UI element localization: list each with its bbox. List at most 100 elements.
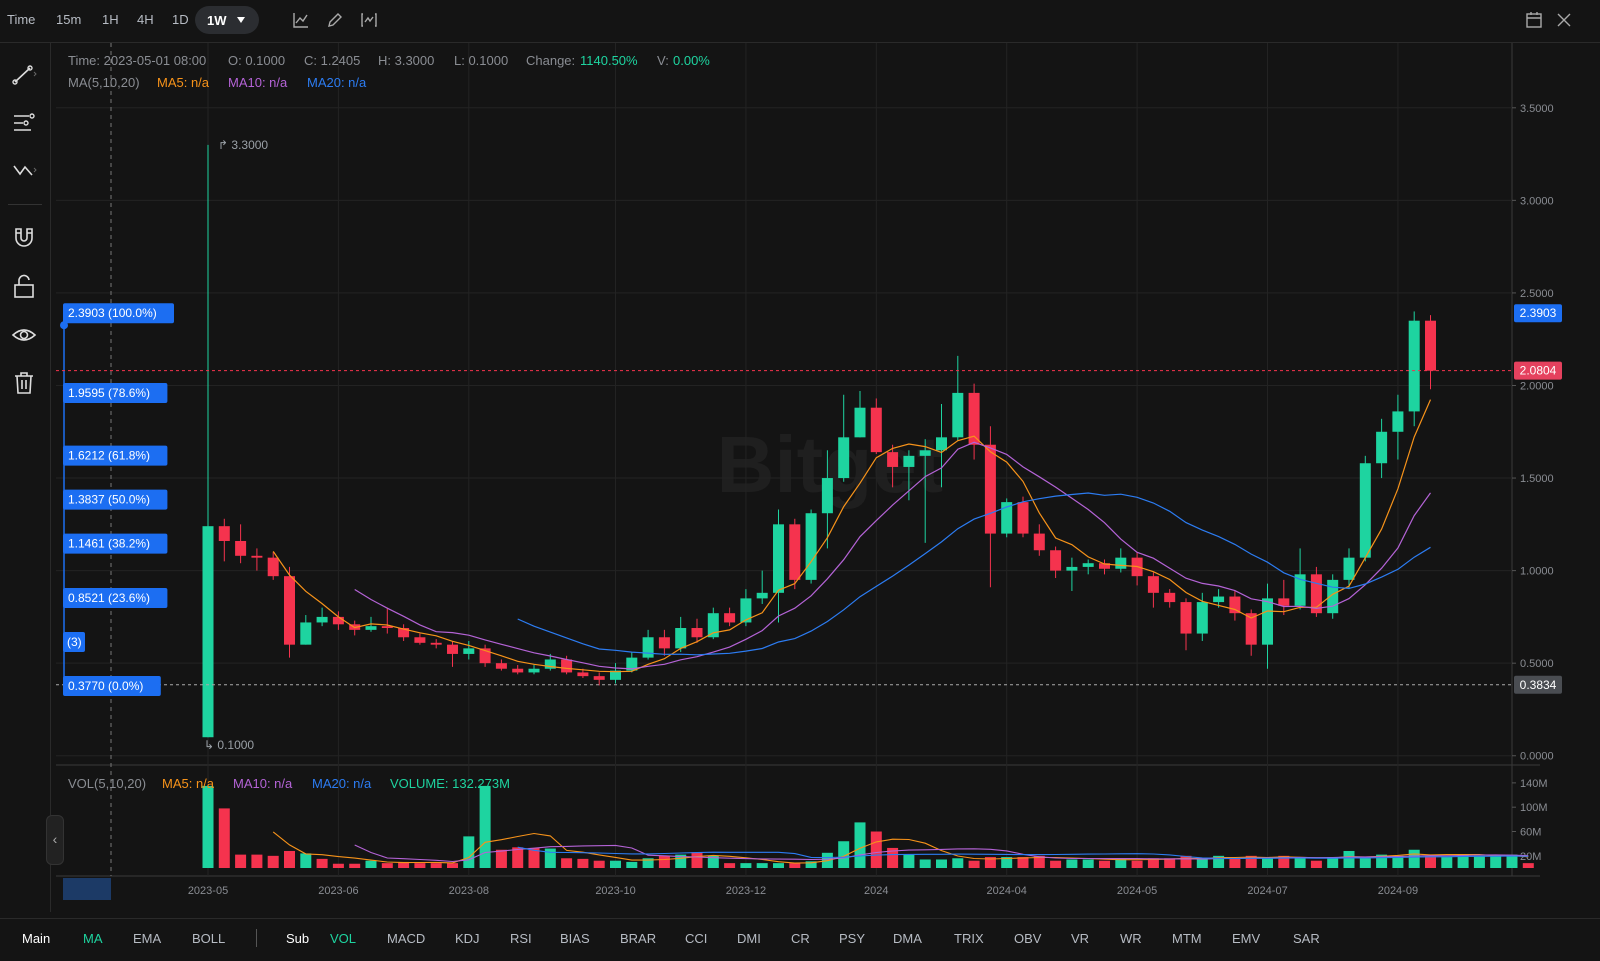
volume-bar bbox=[838, 841, 850, 868]
collapse-panel-button[interactable]: ‹ bbox=[46, 815, 64, 865]
fibonacci-icon[interactable] bbox=[11, 110, 37, 136]
candle-up bbox=[821, 478, 833, 514]
time-tick-label: 2023-05 bbox=[188, 885, 228, 897]
candle-up bbox=[756, 592, 768, 599]
indicator-brar[interactable]: BRAR bbox=[620, 931, 657, 946]
fib-level-label: 1.6212 (61.8%) bbox=[68, 449, 150, 463]
indicator-trix[interactable]: TRIX bbox=[954, 931, 984, 946]
indicator-mtm[interactable]: MTM bbox=[1172, 931, 1202, 946]
indicator-kdj[interactable]: KDJ bbox=[455, 931, 480, 946]
candle-down bbox=[235, 540, 247, 556]
indicator-vol[interactable]: VOL bbox=[330, 931, 357, 946]
candle-up bbox=[610, 670, 621, 680]
indicator-obv[interactable]: OBV bbox=[1014, 931, 1042, 946]
min-price-label: ↳ 0.1000 bbox=[204, 738, 254, 752]
indicator-boll[interactable]: BOLL bbox=[192, 931, 226, 946]
interval-dropdown[interactable]: 1W bbox=[195, 6, 259, 34]
volume-bar bbox=[1164, 858, 1176, 868]
vol-volume-legend: VOLUME: 132.273M bbox=[390, 776, 510, 791]
indicator-emv[interactable]: EMV bbox=[1232, 931, 1261, 946]
indicator-macd[interactable]: MACD bbox=[387, 931, 426, 946]
fib-level-bg bbox=[63, 587, 168, 608]
volume-bar bbox=[398, 861, 410, 868]
volume-bar bbox=[1457, 854, 1469, 868]
time-tick-label: 2024-04 bbox=[987, 885, 1027, 897]
indicator-bias[interactable]: BIAS bbox=[560, 931, 590, 946]
indicator-dma[interactable]: DMA bbox=[893, 931, 922, 946]
calendar-icon[interactable] bbox=[1525, 11, 1543, 29]
eye-icon[interactable] bbox=[11, 322, 37, 348]
pencil-icon[interactable] bbox=[326, 11, 344, 29]
volume-bar bbox=[414, 863, 426, 868]
candle-up bbox=[675, 628, 687, 649]
candle-up bbox=[365, 626, 377, 630]
time-label: Time bbox=[7, 12, 36, 27]
indicator-cr[interactable]: CR bbox=[791, 931, 810, 946]
indicator-cci[interactable]: CCI bbox=[685, 931, 708, 946]
volume-bar bbox=[984, 857, 996, 868]
indicator-rsi[interactable]: RSI bbox=[510, 931, 532, 946]
volume-bar bbox=[903, 854, 915, 868]
candle-down bbox=[1229, 596, 1241, 614]
volume-bar bbox=[854, 822, 866, 868]
candle-up bbox=[1115, 557, 1127, 569]
wave-pattern-icon[interactable] bbox=[11, 158, 37, 184]
price-tick-label: 3.5000 bbox=[1520, 103, 1554, 115]
volume-bar bbox=[1115, 858, 1127, 868]
candle-down bbox=[381, 626, 393, 629]
interval-15m[interactable]: 15m bbox=[56, 12, 82, 27]
candle-up bbox=[805, 513, 817, 580]
indicator-ema[interactable]: EMA bbox=[133, 931, 162, 946]
volume-bar bbox=[528, 847, 540, 868]
indicator-ma[interactable]: MA bbox=[83, 931, 103, 946]
volume-bar bbox=[267, 855, 279, 868]
interval-1h[interactable]: 1H bbox=[102, 12, 119, 27]
interval-1d[interactable]: 1D bbox=[172, 12, 189, 27]
interval-4h[interactable]: 4H bbox=[137, 12, 154, 27]
candle-down bbox=[1310, 574, 1322, 614]
indicator-vr[interactable]: VR bbox=[1071, 931, 1090, 946]
time-tick-label: 2023-08 bbox=[449, 885, 489, 897]
volume-bar bbox=[1278, 855, 1290, 868]
candle-up bbox=[202, 526, 214, 738]
volume-bar bbox=[1229, 858, 1241, 868]
candle-down bbox=[1147, 576, 1159, 593]
candle-up bbox=[1082, 563, 1094, 567]
volume-bar bbox=[691, 852, 703, 868]
indicator-dmi[interactable]: DMI bbox=[737, 931, 761, 946]
volume-tick-label: 60M bbox=[1520, 827, 1541, 839]
volume-bar bbox=[1310, 860, 1322, 868]
candle-up bbox=[919, 450, 931, 456]
volume-tick-label: 140M bbox=[1520, 778, 1548, 790]
info-time: Time: 2023-05-01 08:00 bbox=[68, 53, 206, 68]
trend-line-icon[interactable] bbox=[11, 62, 37, 88]
volume-bar bbox=[561, 858, 573, 868]
fib-level-label: 0.3770 (0.0%) bbox=[68, 679, 143, 693]
volume-tick-label: 20M bbox=[1520, 851, 1541, 863]
candle-up bbox=[936, 437, 947, 451]
candle-down bbox=[1033, 533, 1045, 551]
price-tick-label: 2.0000 bbox=[1520, 380, 1554, 392]
magnet-icon[interactable] bbox=[11, 225, 37, 251]
indicator-chart-icon[interactable] bbox=[292, 11, 310, 29]
time-tick-label: 2024-07 bbox=[1247, 885, 1287, 897]
trash-icon[interactable] bbox=[11, 370, 37, 396]
unlock-icon[interactable] bbox=[11, 274, 37, 300]
volume-bar bbox=[1376, 854, 1388, 868]
info-change-label: Change: bbox=[526, 53, 575, 68]
volume-bar bbox=[773, 863, 784, 868]
close-icon[interactable] bbox=[1555, 11, 1573, 29]
indicator-sar[interactable]: SAR bbox=[1293, 931, 1320, 946]
volume-bar bbox=[1099, 860, 1110, 868]
time-tick-label: 2024-05 bbox=[1117, 885, 1157, 897]
volume-bar bbox=[593, 860, 605, 868]
volume-bar bbox=[1392, 855, 1404, 868]
indicator-psy[interactable]: PSY bbox=[839, 931, 866, 946]
drawing-toolbar bbox=[0, 42, 51, 912]
volume-bar bbox=[1490, 855, 1502, 868]
fib-level-bg bbox=[63, 303, 174, 324]
chart-style-icon[interactable] bbox=[360, 11, 378, 29]
candle-down bbox=[1050, 550, 1062, 571]
indicator-wr[interactable]: WR bbox=[1120, 931, 1142, 946]
